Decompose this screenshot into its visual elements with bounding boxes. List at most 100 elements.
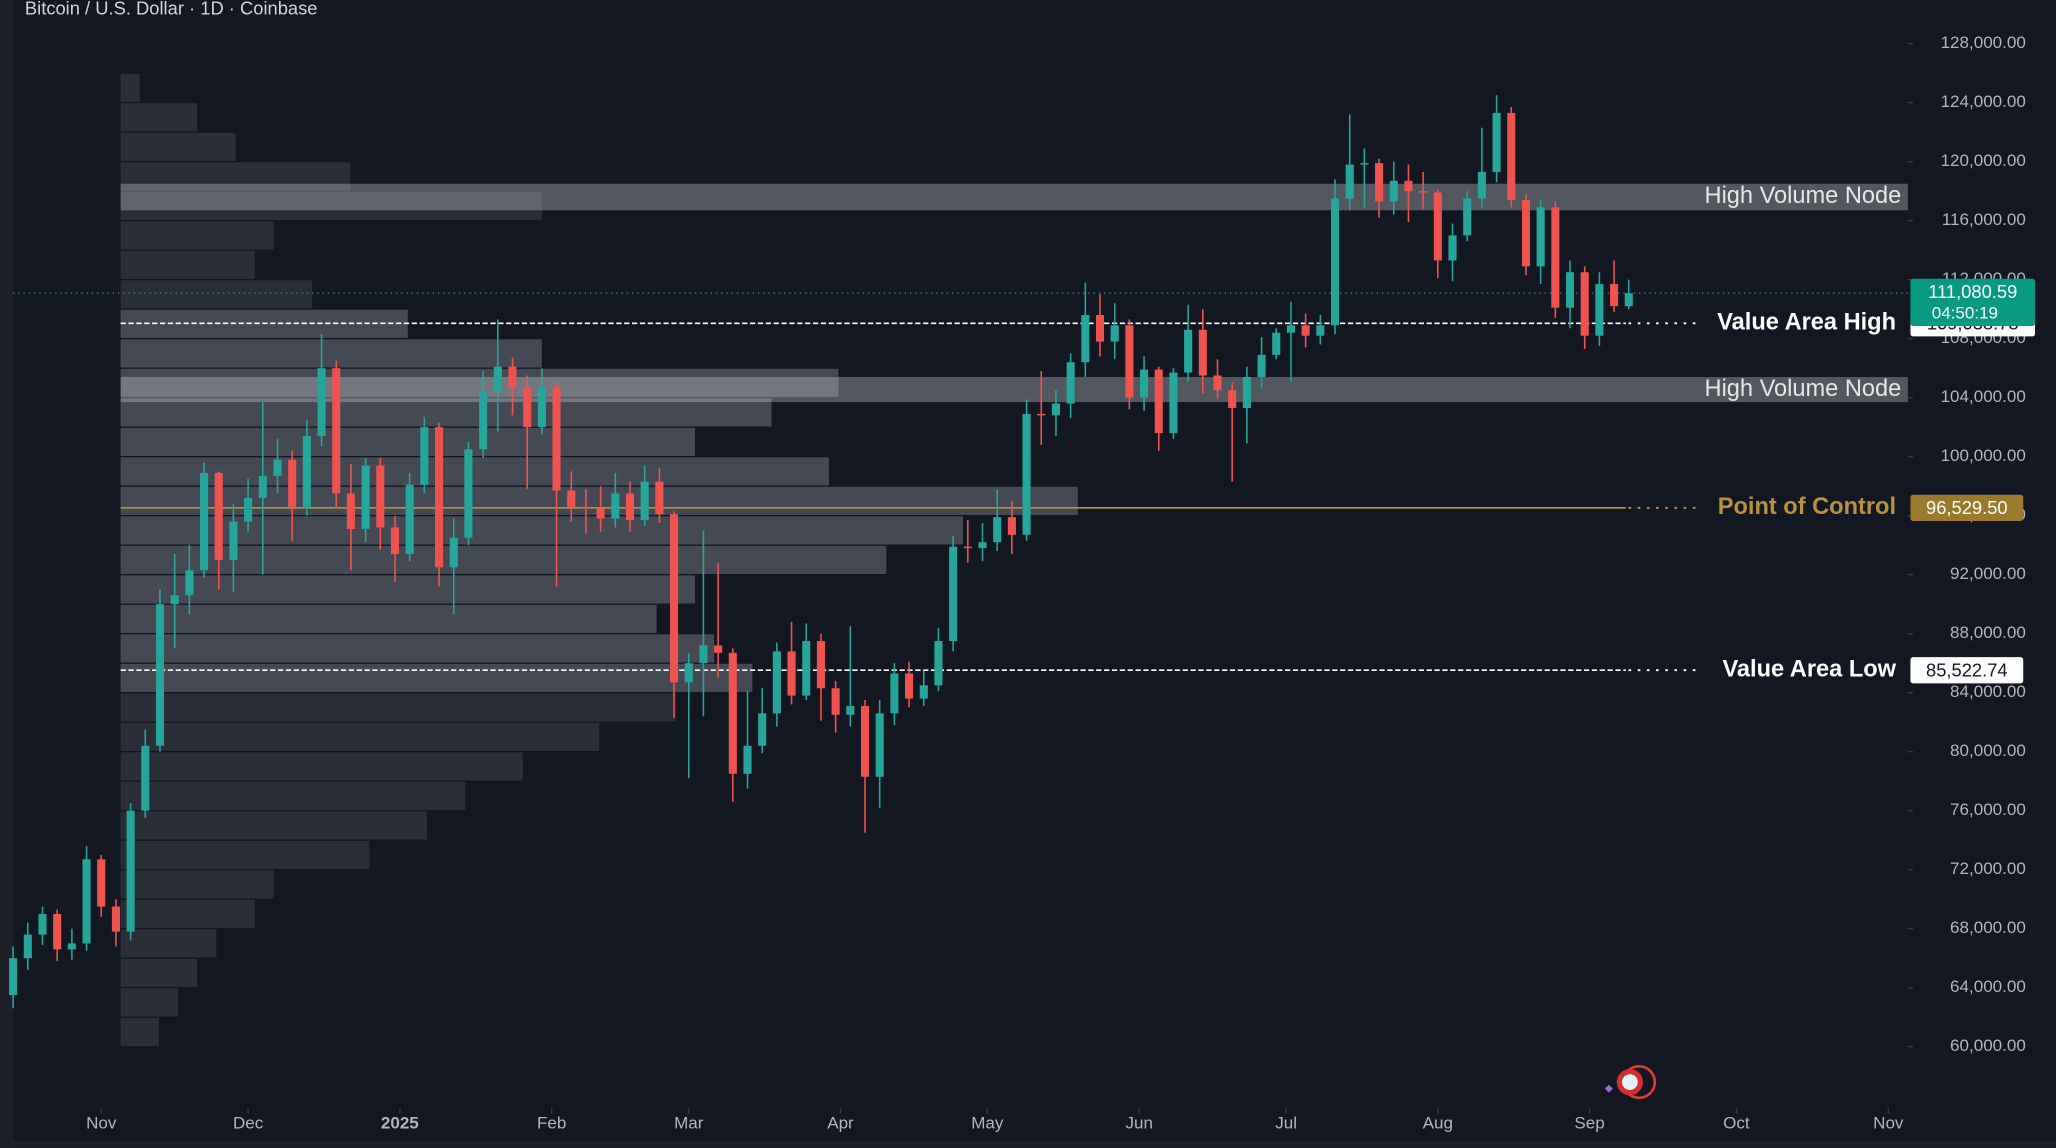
icon: [1604, 1065, 1657, 1100]
candle-body: [1389, 180, 1398, 202]
profile-bar: [120, 781, 466, 811]
candle-body: [1301, 325, 1310, 336]
price-tags: 109,038.7896,529.5085,522.74111,080.5904…: [1910, 278, 2036, 684]
x-tick-label: Aug: [1423, 1114, 1453, 1133]
level-tag: [1910, 494, 2024, 521]
candle-body: [1125, 325, 1134, 398]
profile-bar: [120, 162, 351, 191]
price-tag-label: 111,080.59: [1928, 281, 2017, 302]
candle-body: [53, 913, 62, 950]
profile-bar: [120, 457, 829, 486]
candle-body: [655, 481, 664, 515]
candle-body: [1477, 171, 1486, 199]
candle-body: [1169, 372, 1178, 434]
y-tick-label: 76,000.00: [1950, 800, 2026, 819]
candle-body: [1345, 164, 1354, 199]
zones: High Volume Node High Volume Node: [120, 183, 1908, 403]
candle-body: [1095, 315, 1105, 342]
x-tick-label: Oct: [1723, 1114, 1750, 1133]
profile-bar: [120, 988, 179, 1017]
candle-body: [1110, 325, 1119, 342]
profile-bar: [120, 191, 542, 220]
profile-bar: [120, 870, 274, 899]
y-tick-label: 68,000.00: [1950, 918, 2026, 937]
candle-body: [1360, 163, 1369, 165]
candle-body: [949, 546, 958, 642]
candle-body: [244, 497, 253, 522]
x-tick-label: Sep: [1574, 1114, 1604, 1133]
candle-body: [1198, 329, 1207, 376]
hvn-zone: [120, 376, 1908, 403]
candle-body: [963, 546, 972, 549]
profile-bar: [120, 722, 600, 752]
candle-body: [464, 449, 473, 538]
candles: [9, 95, 1633, 1009]
candle-body: [625, 493, 635, 521]
x-tick-label: Jul: [1275, 1114, 1297, 1133]
levels: Value Area High Point of Control Value Are…: [13, 292, 1908, 682]
candle-body: [1551, 207, 1560, 308]
candle-body: [875, 713, 884, 777]
y-tick-label: 124,000.00: [1941, 92, 2026, 111]
profile-bar: [120, 221, 274, 250]
profile-bar: [120, 103, 198, 132]
profile-bar: [120, 398, 772, 427]
profile-bar: [120, 250, 255, 279]
candle-body: [1154, 369, 1163, 434]
candle-body: [1433, 192, 1442, 261]
candle-body: [596, 508, 605, 519]
candle-body: [111, 906, 120, 932]
candle-body: [23, 934, 32, 959]
volume-profile: [120, 73, 1078, 1047]
candle-body: [567, 490, 576, 507]
candle-body: [82, 859, 91, 944]
candle-body: [816, 641, 825, 689]
left-border: [0, 0, 14, 1148]
candle-body: [934, 641, 943, 686]
bottom-border: [0, 1141, 2056, 1148]
candle-body: [552, 387, 561, 491]
y-tick-label: 120,000.00: [1941, 151, 2026, 170]
candle-body: [361, 465, 370, 529]
candle-body: [905, 673, 914, 699]
y-tick-label: 128,000.00: [1941, 33, 2026, 52]
candle-body: [890, 673, 899, 714]
candle-body: [126, 810, 135, 932]
candle-body: [728, 652, 737, 774]
candle-body: [493, 366, 502, 392]
candle-body: [1521, 199, 1530, 267]
profile-bar: [120, 693, 676, 722]
x-tick-label: Nov: [86, 1114, 117, 1133]
candle-body: [1463, 198, 1472, 236]
profile-bar: [120, 280, 313, 309]
candle-body: [9, 958, 18, 996]
candle-body: [1610, 284, 1619, 307]
candle-body: [1536, 207, 1545, 267]
candle-body: [1507, 112, 1516, 200]
candle-body: [1140, 369, 1149, 398]
candle-body: [420, 427, 429, 485]
candle-body: [1375, 163, 1384, 202]
candle-body: [743, 745, 752, 774]
hvn-zone: [120, 183, 1908, 211]
candle-body: [1272, 332, 1281, 355]
candle-body: [640, 481, 649, 521]
candle-body: [1228, 390, 1237, 408]
candle-body: [831, 688, 840, 715]
candle-body: [214, 472, 223, 560]
candle-body: [1624, 293, 1633, 307]
candle-body: [332, 368, 341, 494]
y-tick-label: 92,000.00: [1950, 564, 2026, 583]
candle-body: [97, 859, 106, 907]
candle-body: [1022, 413, 1031, 535]
candle-body: [1404, 180, 1413, 192]
level-tag-label: 96,529.50: [1926, 497, 2008, 518]
candle-body: [376, 465, 385, 528]
candle-body: [581, 506, 590, 509]
level-tag: [1910, 657, 2024, 684]
candle-body: [860, 705, 870, 777]
candle-body: [508, 366, 517, 388]
candle-body: [846, 705, 855, 715]
